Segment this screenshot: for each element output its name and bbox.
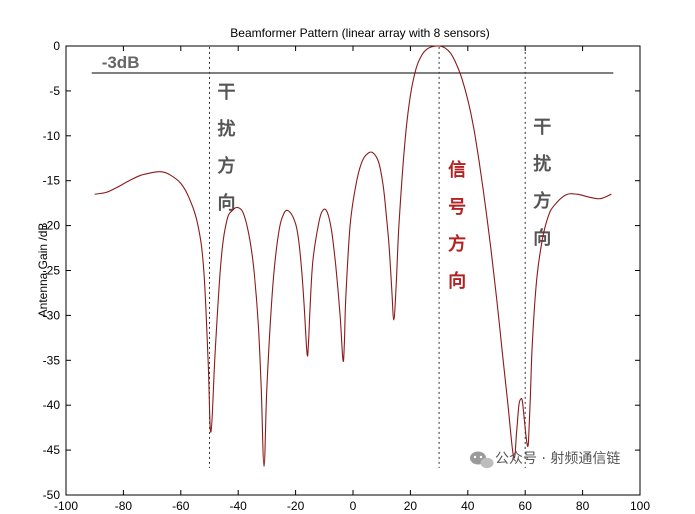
x-tick-label: -20: [287, 499, 305, 513]
direction-label-char: 信: [448, 159, 466, 181]
direction-label-char: 扰: [533, 153, 551, 175]
direction-label-char: 干: [218, 82, 236, 103]
y-tick-label: -40: [43, 398, 61, 412]
axis-ticks: -100 -80 -60 -40 -20 0 20 40 60 80 100 0 -5 -10 -15 -20…: [43, 39, 651, 513]
direction-label-char: 向: [218, 192, 236, 214]
direction-label-char: 方: [448, 233, 466, 255]
y-axis-label: Antenna Gain /dB: [36, 223, 50, 318]
y-tick-label: -45: [43, 443, 61, 457]
x-tick-label: -60: [172, 499, 190, 513]
y-tick-label: -5: [49, 84, 60, 98]
y-tick-label: -10: [43, 129, 61, 143]
direction-label-char: 方: [533, 190, 551, 212]
minus-3db-label: -3dB: [102, 53, 140, 72]
wechat-icon: [470, 451, 494, 469]
direction-label-char: 方: [218, 155, 236, 177]
direction-label-char: 干: [533, 117, 551, 138]
direction-label-char: 号: [448, 197, 466, 218]
watermark: 公众号 · 射频通信链: [470, 451, 620, 469]
y-tick-label: -25: [43, 264, 61, 278]
x-tick-label: -100: [54, 499, 78, 513]
y-tick-label: -50: [43, 488, 61, 502]
x-tick-label: 60: [519, 499, 533, 513]
chart-title: Beamformer Pattern (linear array with 8 …: [230, 26, 489, 40]
beam-pattern-line: [94, 45, 612, 467]
watermark-text: 公众号 · 射频通信链: [495, 451, 620, 467]
y-tick-label: -35: [43, 353, 61, 367]
x-tick-label: 100: [630, 499, 650, 513]
x-tick-label: 20: [404, 499, 418, 513]
x-tick-label: -80: [115, 499, 133, 513]
plot-area: [65, 45, 641, 496]
x-tick-label: 0: [350, 499, 357, 513]
x-tick-label: 80: [576, 499, 590, 513]
y-tick-label: -15: [43, 174, 61, 188]
y-tick-label: 0: [53, 39, 60, 53]
direction-label-char: 扰: [218, 118, 236, 140]
x-tick-label: 40: [461, 499, 475, 513]
y-tick-label: -30: [43, 308, 61, 322]
x-tick-label: -40: [230, 499, 248, 513]
direction-label-char: 向: [448, 270, 466, 292]
y-tick-label: -20: [43, 219, 61, 233]
